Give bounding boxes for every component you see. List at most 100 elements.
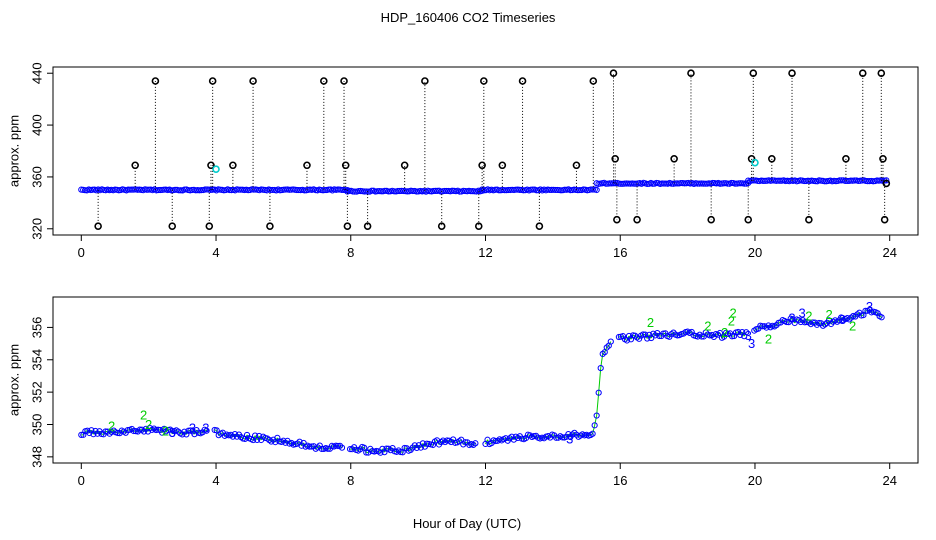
outlier-point [205,222,214,230]
data-point [338,444,346,451]
figure-title: HDP_160406 CO2 Timeseries [381,10,556,25]
data-point [559,434,566,441]
outlier-point [229,161,237,170]
flag3-point: 3 [788,310,795,325]
series-segment [879,315,882,318]
flag3-point: 3 [839,312,846,327]
data-point [397,448,404,456]
flag2-point: 2 [162,424,169,439]
outlier-point [131,161,139,170]
outlier-point [768,154,776,163]
flag2-point: 2 [140,407,147,422]
data-point [154,426,162,433]
outlier-point [207,161,215,170]
outlier-point [535,222,544,230]
data-point [571,429,578,436]
series-segment [552,434,555,436]
outlier-point [707,215,715,224]
x-tick-label: 4 [212,245,219,260]
data-point [282,439,289,446]
data-point [589,186,597,193]
series-segment [204,429,207,432]
outlier-point [343,222,352,230]
data-point [607,338,614,345]
y-tick-label: 350 [30,414,45,436]
data-point [741,180,748,187]
y-axis-label: approx. ppm [7,344,22,416]
x-tick-label: 4 [212,473,219,488]
flag2-point: 2 [825,307,832,322]
y-tick-label: 320 [30,218,45,240]
flag3-point: 3 [566,432,573,447]
outlier-point [478,161,486,170]
x-tick-label: 16 [613,245,627,260]
data-point [389,444,396,452]
outlier-point [320,77,328,85]
outlier-point [400,161,409,170]
data-point [444,437,451,444]
series-segment [602,351,606,355]
flag2-point: 2 [849,318,856,333]
flag2-point: 2 [721,325,728,340]
data-point [401,444,408,452]
y-tick-label: 354 [30,349,45,371]
data-point [625,332,633,340]
flag2-point: 2 [728,313,735,328]
data-point [306,443,313,450]
outlier-point [518,77,527,85]
data-point [553,434,560,441]
outlier-point [249,77,257,85]
x-tick-label: 8 [347,245,354,260]
x-tick-label: 0 [78,473,85,488]
data-point [619,333,627,340]
outlier-point [842,154,850,163]
series-segment [422,443,426,447]
outlier-point [749,69,758,78]
outlier-point [266,222,274,230]
y-tick-label: 356 [30,317,45,339]
outlier-point [788,69,796,78]
data-point [243,431,251,439]
flag2-point: 2 [108,419,115,434]
data-point [336,442,344,449]
series-segment [362,446,365,449]
x-tick-label: 24 [882,473,896,488]
flag2-point: 2 [704,318,711,333]
data-point [878,314,885,321]
flag3-point: 3 [189,420,196,435]
data-point [324,445,331,452]
outlier-point [589,77,598,85]
flag2-point: 2 [765,331,772,346]
data-point [862,307,869,314]
outlier-point [303,161,311,170]
data-point [379,445,386,452]
flag2-point: 2 [729,305,736,320]
outlier-point [480,77,488,85]
outlier-point [340,77,348,85]
series-segment [598,368,602,393]
flag2-point: 2 [647,315,654,330]
data-point [595,389,602,396]
series-segment [721,336,725,339]
outlier-point [805,215,813,224]
series-segment [735,331,739,333]
flag3-point: 3 [169,425,176,440]
y-axis-label: approx. ppm [7,115,22,187]
outlier-point [421,77,429,85]
x-tick-label: 24 [882,245,896,260]
data-point [728,333,736,340]
flag-point [212,165,220,173]
data-point [743,329,750,336]
series-segment [648,334,652,339]
plot-frame [52,66,919,236]
data-point [635,335,643,342]
data-point [591,422,598,429]
data-point [708,331,715,339]
outlier-point [168,222,177,230]
flag2-point: 2 [145,417,152,432]
outlier-point [858,69,867,78]
data-point [472,440,479,447]
series-segment [594,415,598,426]
